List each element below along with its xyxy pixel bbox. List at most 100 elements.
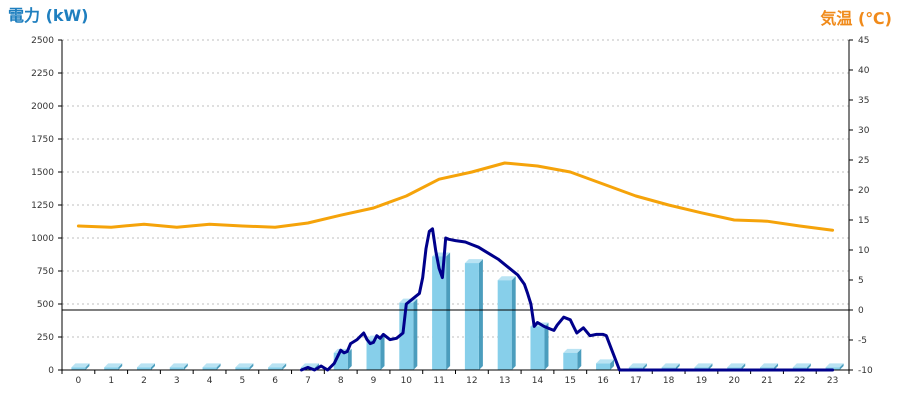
x-tick-label: 18 bbox=[663, 376, 675, 386]
right-tick-label: -10 bbox=[858, 366, 873, 376]
bar-side bbox=[249, 363, 254, 370]
right-tick-label: 40 bbox=[858, 66, 870, 76]
x-tick-label: 13 bbox=[499, 376, 510, 386]
x-tick-label: 1 bbox=[108, 376, 114, 386]
bar-front bbox=[563, 352, 578, 370]
bar bbox=[563, 348, 582, 370]
left-tick-label: 1250 bbox=[31, 201, 54, 211]
bars bbox=[71, 252, 844, 370]
right-tick-labels: -10 -5 0 5 10 15 20 25 30 35 40 45 bbox=[858, 36, 873, 376]
bar-side bbox=[577, 348, 582, 370]
bar-side bbox=[610, 359, 615, 370]
bar-side bbox=[380, 335, 385, 370]
right-tick-label: 25 bbox=[858, 156, 869, 166]
left-tick-label: 0 bbox=[48, 366, 54, 376]
left-tick-label: 2500 bbox=[31, 36, 54, 46]
left-tick-label: 250 bbox=[37, 333, 54, 343]
right-axis-title: 気温 (℃) bbox=[820, 9, 892, 28]
bar-top bbox=[760, 363, 779, 368]
power-line bbox=[299, 227, 835, 372]
bar-side bbox=[511, 276, 516, 370]
bar-top bbox=[563, 348, 582, 353]
left-tick-label: 2250 bbox=[31, 69, 54, 79]
left-tick-label: 2000 bbox=[31, 102, 54, 112]
x-tick-label: 8 bbox=[338, 376, 344, 386]
right-tick-label: -5 bbox=[858, 336, 867, 346]
x-tick-label: 12 bbox=[466, 376, 477, 386]
right-tick-label: 0 bbox=[858, 306, 864, 316]
x-tick-label: 15 bbox=[565, 376, 576, 386]
bar-top bbox=[136, 363, 155, 368]
x-tick-label: 14 bbox=[532, 376, 544, 386]
bar-side bbox=[839, 363, 844, 370]
bar bbox=[71, 363, 90, 370]
bar-front bbox=[104, 367, 119, 370]
bar-side bbox=[642, 363, 647, 370]
bar-front bbox=[136, 367, 151, 370]
bar bbox=[268, 363, 287, 370]
x-tick-label: 11 bbox=[433, 376, 444, 386]
bar-front bbox=[71, 367, 86, 370]
bar-top bbox=[694, 363, 713, 368]
temperature-line bbox=[76, 161, 835, 232]
bar-front bbox=[497, 280, 512, 370]
bar-top bbox=[104, 363, 123, 368]
bar-side bbox=[675, 363, 680, 370]
bar-side bbox=[478, 259, 483, 370]
bar-side bbox=[413, 298, 418, 370]
bar-top bbox=[825, 363, 844, 368]
bar-front bbox=[235, 367, 250, 370]
bar-side bbox=[708, 363, 713, 370]
right-tick-label: 10 bbox=[858, 246, 870, 256]
bar bbox=[136, 363, 155, 370]
x-tick-label: 0 bbox=[76, 376, 82, 386]
bar bbox=[399, 298, 418, 370]
x-tick-label: 10 bbox=[401, 376, 413, 386]
bar-top bbox=[202, 363, 221, 368]
left-axis-title: 電力 (kW) bbox=[8, 6, 89, 25]
x-tick-label: 21 bbox=[761, 376, 772, 386]
bar-top bbox=[727, 363, 746, 368]
axes bbox=[58, 39, 853, 374]
x-tick-label: 5 bbox=[239, 376, 245, 386]
left-tick-label: 500 bbox=[37, 300, 54, 310]
grid-lines bbox=[62, 39, 849, 338]
bar-top bbox=[268, 363, 287, 368]
right-tick-label: 15 bbox=[858, 216, 869, 226]
bar-front bbox=[530, 326, 545, 370]
x-tick-label: 4 bbox=[207, 376, 213, 386]
bar bbox=[235, 363, 254, 370]
x-tick-label: 17 bbox=[630, 376, 641, 386]
bar-front bbox=[432, 256, 447, 370]
left-tick-label: 1750 bbox=[31, 135, 54, 145]
left-tick-label: 1500 bbox=[31, 168, 54, 178]
right-tick-label: 5 bbox=[858, 276, 864, 286]
right-tick-label: 45 bbox=[858, 36, 869, 46]
bar bbox=[530, 322, 549, 370]
bar-side bbox=[347, 348, 352, 370]
bar bbox=[596, 359, 615, 370]
bar-front bbox=[464, 263, 479, 370]
bar-top bbox=[169, 363, 188, 368]
bar-top bbox=[300, 363, 319, 368]
bar-top bbox=[628, 363, 647, 368]
bar-front bbox=[169, 367, 184, 370]
bar-side bbox=[544, 322, 549, 370]
bar-top bbox=[235, 363, 254, 368]
lines bbox=[76, 161, 835, 372]
right-tick-label: 20 bbox=[858, 186, 870, 196]
bar-top bbox=[661, 363, 680, 368]
x-tick-label: 20 bbox=[729, 376, 741, 386]
bar-side bbox=[282, 363, 287, 370]
bar bbox=[432, 252, 451, 370]
bar-front bbox=[202, 367, 217, 370]
bar-front bbox=[399, 302, 414, 370]
left-tick-label: 1000 bbox=[31, 234, 54, 244]
bar bbox=[464, 259, 483, 370]
bar-top bbox=[792, 363, 811, 368]
x-tick-label: 7 bbox=[305, 376, 311, 386]
bar-side bbox=[118, 363, 123, 370]
right-tick-label: 35 bbox=[858, 96, 869, 106]
bar-side bbox=[85, 363, 90, 370]
